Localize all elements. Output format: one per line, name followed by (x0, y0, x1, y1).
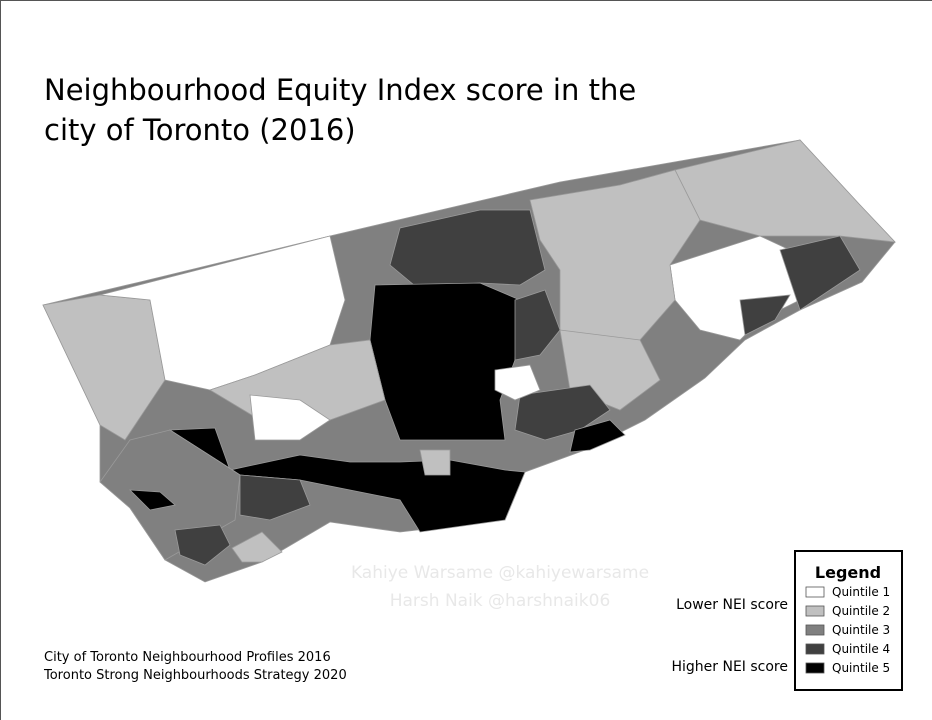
neighbourhood (389, 209, 546, 291)
source: City of Toronto Neighbourhood Profiles 2… (44, 650, 331, 665)
neighbourhood (231, 531, 283, 563)
neighbourhood (128, 489, 176, 511)
neighbourhood (779, 235, 861, 311)
watermark: Kahiye Warsame @kahiyewarsame (351, 563, 649, 583)
neighbourhood (174, 524, 231, 566)
legend-swatch (805, 662, 825, 674)
toronto-map (42, 139, 897, 583)
legend-label: Quintile 1 (832, 585, 890, 599)
legend-title: Legend (815, 563, 881, 582)
scale-note: Higher NEI score (671, 659, 788, 675)
neighbourhood (739, 294, 791, 336)
legend-label: Quintile 2 (832, 604, 890, 618)
neighbourhood (569, 419, 626, 453)
legend-swatch (805, 624, 825, 636)
neighbourhood (419, 449, 451, 476)
neighbourhood (514, 289, 561, 361)
legend-label: Quintile 5 (832, 661, 890, 675)
legend-label: Quintile 3 (832, 623, 890, 637)
legend-label: Quintile 4 (832, 642, 890, 656)
neighbourhood (249, 394, 331, 441)
neighbourhood (369, 282, 521, 441)
neighbourhood (494, 364, 541, 401)
neighbourhood (674, 139, 897, 243)
neighbourhood (239, 474, 311, 521)
title: city of Toronto (2016) (44, 113, 356, 147)
scale-note: Lower NEI score (676, 597, 788, 613)
watermark: Harsh Naik @harshnaik06 (390, 591, 611, 611)
source: Toronto Strong Neighbourhoods Strategy 2… (43, 668, 347, 683)
neighbourhood (529, 169, 701, 346)
title: Neighbourhood Equity Index score in the (44, 73, 636, 107)
legend: Legend Quintile 1 Quintile 2 Quintile 3 Qui… (794, 550, 903, 691)
legend-swatch (805, 586, 825, 598)
legend-swatch (805, 605, 825, 617)
legend-swatch (805, 643, 825, 655)
